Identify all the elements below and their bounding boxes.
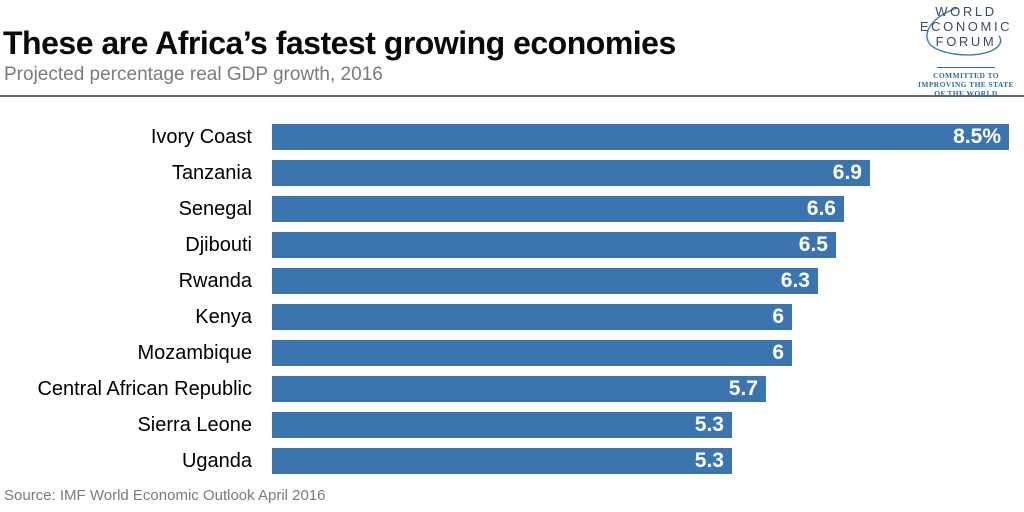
bar-track: 5.7 bbox=[272, 376, 1009, 402]
chart-row: Mozambique 6 bbox=[0, 335, 1024, 371]
bar-value-label: 5.3 bbox=[694, 413, 724, 436]
chart-row: Rwanda 6.3 bbox=[0, 263, 1024, 299]
world-economic-forum-logo: WORLD ECONOMIC FORUM COMMITTED TO IMPROV… bbox=[914, 4, 1018, 98]
category-label: Uganda bbox=[181, 449, 252, 472]
chart-row: Central African Republic 5.7 bbox=[0, 371, 1024, 407]
bar-track: 6.6 bbox=[272, 196, 1009, 222]
chart-row: Ivory Coast 8.5% bbox=[0, 119, 1024, 155]
chart-row: Senegal 6.6 bbox=[0, 191, 1024, 227]
bar: 6.5 bbox=[272, 232, 836, 258]
wef-logo-word-2: ECONOMIC bbox=[919, 19, 1013, 34]
category-label: Central African Republic bbox=[37, 377, 252, 400]
chart-title: These are Africa’s fastest growing econo… bbox=[3, 25, 676, 61]
chart-row: Sierra Leone 5.3 bbox=[0, 407, 1024, 443]
bar-track: 5.3 bbox=[272, 412, 1009, 438]
category-label: Rwanda bbox=[178, 269, 252, 292]
wef-tagline-line-1: COMMITTED TO bbox=[933, 71, 999, 80]
bar-value-label: 6.9 bbox=[832, 161, 862, 184]
wef-tagline-line-2: IMPROVING THE STATE bbox=[918, 80, 1014, 89]
bar: 5.3 bbox=[272, 448, 732, 474]
bar-value-label: 6.5 bbox=[798, 233, 828, 256]
bar: 8.5% bbox=[272, 124, 1009, 150]
wef-logo-separator bbox=[937, 67, 995, 68]
bar-track: 5.3 bbox=[272, 448, 1009, 474]
category-label: Senegal bbox=[178, 197, 252, 220]
category-label: Ivory Coast bbox=[150, 125, 252, 148]
bar-value-label: 5.3 bbox=[694, 449, 724, 472]
bar-value-label: 6 bbox=[772, 341, 784, 364]
bar-track: 6 bbox=[272, 340, 1009, 366]
bar: 6.6 bbox=[272, 196, 844, 222]
bar-track: 8.5% bbox=[272, 124, 1009, 150]
bar: 6 bbox=[272, 304, 792, 330]
bar-value-label: 6.6 bbox=[806, 197, 836, 220]
chart-row: Kenya 6 bbox=[0, 299, 1024, 335]
chart-subtitle: Projected percentage real GDP growth, 20… bbox=[4, 64, 383, 85]
bar-value-label: 6.3 bbox=[780, 269, 810, 292]
bar: 6.3 bbox=[272, 268, 818, 294]
source-note: Source: IMF World Economic Outlook April… bbox=[4, 487, 326, 504]
bar: 6 bbox=[272, 340, 792, 366]
bar-track: 6.5 bbox=[272, 232, 1009, 258]
category-label: Mozambique bbox=[137, 341, 252, 364]
bar: 6.9 bbox=[272, 160, 870, 186]
header-divider bbox=[0, 95, 1024, 97]
wef-logo-word-1: WORLD bbox=[935, 4, 997, 19]
bar-track: 6.9 bbox=[272, 160, 1009, 186]
bar: 5.7 bbox=[272, 376, 766, 402]
bar-value-label: 5.7 bbox=[728, 377, 758, 400]
category-label: Kenya bbox=[195, 305, 252, 328]
wef-tagline-line-3: OF THE WORLD bbox=[934, 89, 998, 98]
chart-row: Uganda 5.3 bbox=[0, 443, 1024, 479]
chart-row: Tanzania 6.9 bbox=[0, 155, 1024, 191]
category-label: Sierra Leone bbox=[137, 413, 252, 436]
bar-chart: Ivory Coast 8.5% Tanzania 6.9 Senegal 6.6 Djib… bbox=[0, 119, 1024, 479]
bar-value-label: 6 bbox=[772, 305, 784, 328]
bar: 5.3 bbox=[272, 412, 732, 438]
chart-row: Djibouti 6.5 bbox=[0, 227, 1024, 263]
category-label: Djibouti bbox=[185, 233, 252, 256]
bar-track: 6 bbox=[272, 304, 1009, 330]
bar-track: 6.3 bbox=[272, 268, 1009, 294]
bar-value-label: 8.5% bbox=[953, 125, 1001, 148]
wef-logo-word-3: FORUM bbox=[935, 34, 997, 49]
category-label: Tanzania bbox=[171, 161, 252, 184]
